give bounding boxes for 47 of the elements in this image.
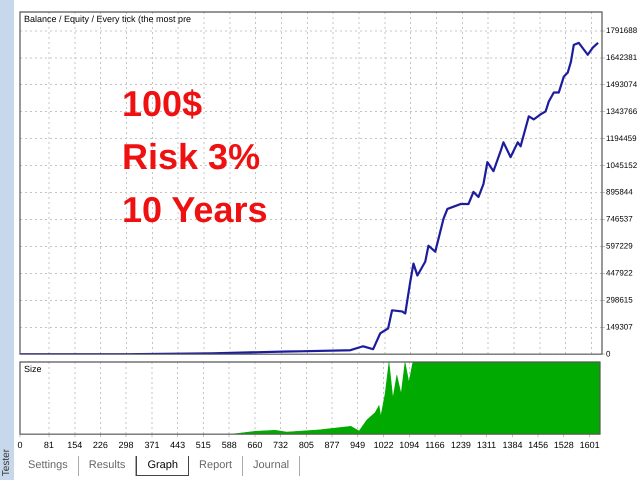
x-tick-label: 1456 <box>528 440 548 450</box>
y-tick-label: 1791688 <box>606 26 638 36</box>
y-tick-label: 1045152 <box>606 160 638 170</box>
x-tick-label: 1239 <box>450 440 471 450</box>
x-tick-label: 371 <box>144 440 160 450</box>
text: Journal <box>243 456 300 476</box>
y-tick-label: 0 <box>606 349 611 358</box>
x-tick-label: 1528 <box>554 440 574 450</box>
x-tick-label: 1022 <box>374 440 394 450</box>
text: Settings <box>18 456 79 476</box>
annotation: 100$ <box>122 83 202 124</box>
x-tick-label: 0 <box>17 440 23 450</box>
x-tick-label: 515 <box>196 440 211 450</box>
y-tick-label: 1493074 <box>606 80 638 89</box>
annotation: Risk 3% <box>122 136 260 177</box>
x-tick-label: 1094 <box>399 440 420 450</box>
chart-title: Size <box>24 364 42 374</box>
x-tick-label: 877 <box>324 440 340 450</box>
y-tick-label: 1642381 <box>606 52 638 62</box>
x-tick-label: 805 <box>298 440 314 450</box>
y-tick-label: 1343766 <box>606 106 638 116</box>
y-tick-label: 746537 <box>606 214 634 224</box>
x-tick-label: 154 <box>67 440 82 450</box>
x-tick-label: 1311 <box>476 440 496 450</box>
x-tick-label: 226 <box>92 440 108 450</box>
x-tick-label: 660 <box>247 440 262 450</box>
y-tick-label: 149307 <box>606 322 634 332</box>
y-tick-label: 895844 <box>606 188 634 197</box>
text: Tester <box>1 448 12 476</box>
x-tick-label: 443 <box>170 440 186 450</box>
x-tick-label: 1384 <box>502 440 522 450</box>
text: Graph <box>136 456 190 476</box>
y-tick-label: 447922 <box>606 268 634 278</box>
y-tick-label: 298615 <box>606 296 634 305</box>
text: Report <box>189 456 244 476</box>
text: Results <box>78 456 136 476</box>
chart-title: Balance / Equity / Every tick (the most pre <box>24 14 192 24</box>
x-tick-label: 1166 <box>425 440 445 450</box>
x-tick-label: 1601 <box>580 440 600 450</box>
x-tick-label: 81 <box>44 440 54 450</box>
x-tick-label: 298 <box>118 440 134 450</box>
x-tick-label: 949 <box>350 440 366 450</box>
x-tick-label: 588 <box>222 440 237 450</box>
annotation: 10 Years <box>122 189 268 230</box>
y-tick-label: 597229 <box>606 242 634 251</box>
y-tick-label: 1194459 <box>606 134 638 143</box>
x-tick-label: 732 <box>272 440 288 450</box>
